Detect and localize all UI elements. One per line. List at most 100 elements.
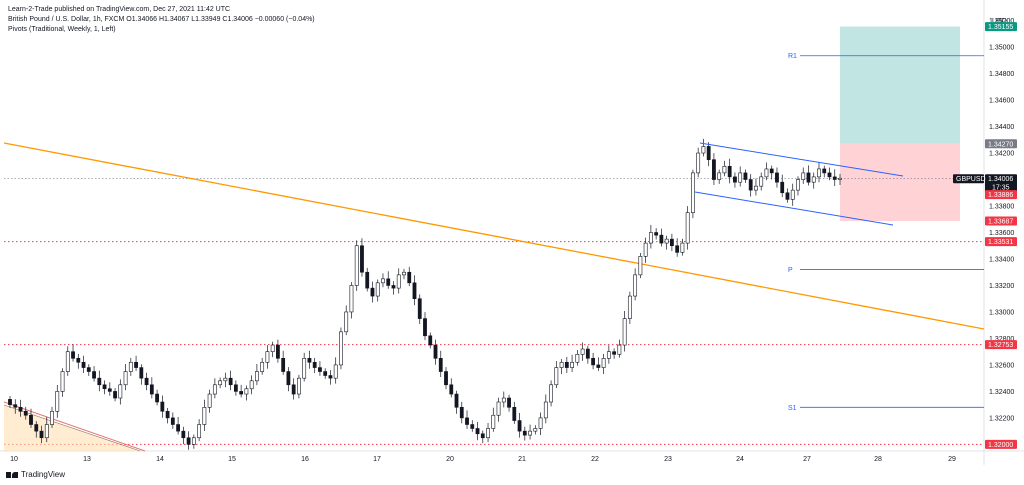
candle-body-59 <box>318 367 322 372</box>
candle-body-60 <box>323 371 328 376</box>
candle-body-4 <box>29 414 33 425</box>
y-tick-3: 1.34600 <box>989 98 1014 105</box>
x-tick-11: 27 <box>803 456 811 463</box>
candle-body-119 <box>633 274 638 297</box>
candle-body-145 <box>769 168 774 174</box>
price-tag-1 <box>985 139 1017 149</box>
candle-body-48 <box>260 361 265 372</box>
candle-body-20 <box>113 391 117 399</box>
candle-body-96 <box>512 406 517 421</box>
price-tag-label-7: 1.32000 <box>988 442 1013 449</box>
candle-body-95 <box>507 397 511 408</box>
candle-body-117 <box>622 318 627 346</box>
candle-body-51 <box>276 344 280 359</box>
candle-body-71 <box>381 278 385 284</box>
y-tick-5: 1.34200 <box>989 151 1014 158</box>
candle-body-101 <box>538 417 543 429</box>
candle-body-118 <box>627 295 632 319</box>
x-tick-0: 10 <box>10 456 18 463</box>
candle-body-73 <box>391 285 396 289</box>
candle-body-112 <box>596 364 601 368</box>
candle-body-67 <box>360 245 364 273</box>
candle-body-148 <box>785 192 790 200</box>
descending-trendline <box>3 142 985 330</box>
candle-body-139 <box>738 172 743 183</box>
x-tick-13: 29 <box>948 456 956 463</box>
candle-body-88 <box>470 424 475 429</box>
candle-body-55 <box>297 377 301 395</box>
x-tick-2: 14 <box>156 456 164 463</box>
candle-body-128 <box>680 242 685 253</box>
candle-body-109 <box>580 348 585 355</box>
candle-body-136 <box>722 165 727 174</box>
candle-body-78 <box>417 298 422 319</box>
candle-body-33 <box>181 430 186 439</box>
candle-body-146 <box>775 172 779 183</box>
candle-body-24 <box>134 361 138 368</box>
candle-body-66 <box>354 245 359 286</box>
candle-body-46 <box>249 380 254 390</box>
candle-body-75 <box>402 271 406 276</box>
tradingview-footer[interactable]: TradingView <box>6 470 65 479</box>
candle-body-8 <box>50 410 54 425</box>
candle-body-93 <box>496 401 501 416</box>
candle-body-21 <box>118 384 123 399</box>
candle-body-45 <box>244 388 249 395</box>
candle-body-29 <box>160 401 165 412</box>
candle-body-132 <box>701 146 706 154</box>
candle-body-19 <box>107 388 112 392</box>
candle-body-102 <box>543 401 548 419</box>
candle-body-52 <box>281 358 286 372</box>
candle-body-83 <box>444 371 448 386</box>
x-tick-5: 17 <box>373 456 381 463</box>
candle-body-149 <box>790 189 795 200</box>
candle-body-152 <box>806 172 811 183</box>
y-tick-14: 1.32400 <box>989 389 1014 396</box>
y-tick-8: 1.33600 <box>989 230 1014 237</box>
candle-body-121 <box>643 242 648 257</box>
candle-body-154 <box>817 168 821 178</box>
price-tag-label-0: 1.35155 <box>988 24 1013 31</box>
candle-body-6 <box>39 430 44 439</box>
candle-body-77 <box>412 282 417 300</box>
candle-body-56 <box>302 358 307 379</box>
candle-body-91 <box>486 428 490 439</box>
candle-body-47 <box>254 371 259 382</box>
candle-body-87 <box>465 417 469 425</box>
y-tick-12: 1.32800 <box>989 336 1014 343</box>
candle-body-111 <box>591 358 596 366</box>
y-tick-15: 1.32200 <box>989 415 1014 422</box>
candle-body-1 <box>13 404 18 408</box>
candle-body-89 <box>475 428 480 435</box>
candle-body-131 <box>696 152 701 174</box>
candle-body-57 <box>307 358 312 363</box>
candle-body-13 <box>76 358 81 363</box>
candle-body-107 <box>570 361 574 368</box>
candle-body-2 <box>18 406 23 412</box>
price-tag-0 <box>985 22 1017 32</box>
candle-body-99 <box>528 430 532 436</box>
y-tick-9: 1.33400 <box>989 256 1014 263</box>
currency-label[interactable]: USD <box>992 18 1007 25</box>
x-tick-7: 21 <box>518 456 526 463</box>
channel-upper-line <box>699 142 904 177</box>
candle-body-123 <box>654 232 659 236</box>
candle-body-150 <box>796 179 800 191</box>
candle-body-81 <box>433 344 438 359</box>
candle-body-12 <box>71 351 75 359</box>
candle-body-36 <box>197 424 202 439</box>
chart-header: Learn-2-Trade published on TradingView.c… <box>8 5 315 35</box>
candle-body-100 <box>533 428 538 432</box>
y-tick-4: 1.34400 <box>989 124 1014 131</box>
x-tick-12: 28 <box>874 456 882 463</box>
candle-body-124 <box>659 234 664 244</box>
candle-body-116 <box>617 344 622 355</box>
candle-body-86 <box>459 406 464 419</box>
candle-body-62 <box>333 364 338 379</box>
countdown-label: 17:35 <box>992 185 1010 192</box>
candle-body-25 <box>139 367 144 379</box>
y-tick-2: 1.34800 <box>989 71 1014 78</box>
y-tick-11: 1.33000 <box>989 309 1014 316</box>
candle-body-76 <box>407 271 412 284</box>
